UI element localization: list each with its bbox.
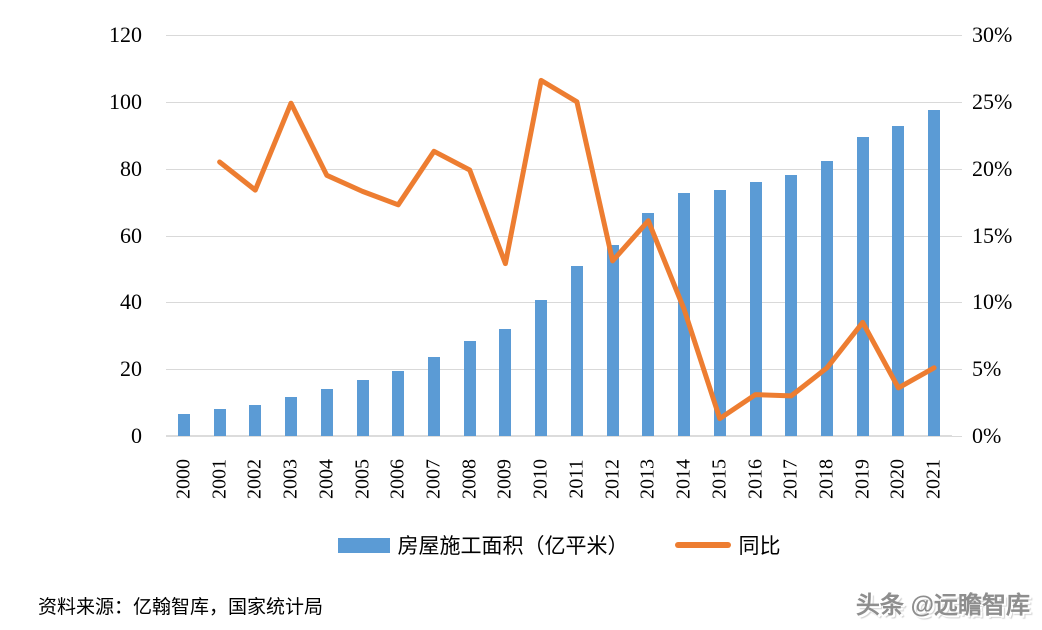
right-axis-tick [952,436,962,437]
x-axis-label-2005: 2005 [351,459,373,499]
right-axis-tick-label: 20% [972,155,1013,181]
left-axis-tick-label: 20 [120,356,142,382]
bar-2000 [177,413,190,436]
x-axis-label-2004: 2004 [315,459,338,499]
legend-item-bars: 房屋施工面积（亿平米） [337,530,629,560]
x-axis-label-2011: 2011 [565,459,588,499]
right-axis-tick [952,369,962,371]
gridline [166,435,952,437]
x-axis-label-2012: 2012 [601,459,624,499]
x-axis-label-2007: 2007 [422,459,445,499]
bar-2013 [642,213,655,436]
right-axis-tick-label: 0% [972,423,1002,448]
right-axis-tick [952,235,962,237]
bar-2006 [392,371,405,436]
right-axis-tick-label: 5% [972,356,1002,382]
x-axis-label-2006: 2006 [386,459,409,499]
bar-2001 [213,409,226,436]
bar-2004 [320,388,333,436]
gridline [166,101,952,103]
bar-2011 [570,266,583,436]
left-axis-tick-label: 120 [109,22,142,47]
bar-2017 [785,174,798,436]
watermark: 头条 @远瞻智库 [855,592,1030,619]
x-axis-label-2014: 2014 [672,459,695,499]
bar-2002 [249,404,262,436]
x-axis-label-2020: 2020 [886,459,909,499]
right-axis-tick [952,35,962,36]
bar-2012 [606,244,619,436]
bar-2020 [892,126,905,436]
x-axis-label-2008: 2008 [458,459,481,499]
x-axis-label-2009: 2009 [493,459,516,499]
gridline [166,369,952,371]
left-axis-tick-label: 100 [109,88,142,114]
x-axis-label-2003: 2003 [279,459,302,499]
x-axis-label-2021: 2021 [922,459,945,499]
left-axis-tick-label: 0 [131,423,142,448]
x-axis-label-2013: 2013 [636,459,659,499]
source-text: 资料来源：亿翰智库，国家统计局 [38,597,324,618]
right-y-axis: 30% 25% 20% 15% 10% 5% 0% [972,22,1042,448]
x-axis-label-2017: 2017 [779,459,802,499]
bar-2003 [285,396,298,436]
bar-2007 [427,357,440,436]
x-axis-label-2002: 2002 [243,459,266,499]
right-axis-tick-label: 10% [972,289,1013,315]
right-axis-tick-label: 25% [972,88,1013,114]
bar-2016 [749,182,762,436]
plot-area [166,35,952,437]
right-axis-tick-label: 30% [972,22,1013,47]
bar-2021 [928,110,941,436]
bar-2008 [463,341,476,436]
legend-bar-swatch-icon [337,537,390,553]
left-axis-tick-label: 80 [120,155,142,181]
left-y-axis: 120 100 80 60 40 20 0 [0,22,142,448]
bar-2009 [499,329,512,436]
bar-2015 [713,190,726,436]
x-axis-label-2019: 2019 [851,459,874,499]
yoy-line [217,77,937,422]
x-axis-label-2015: 2015 [708,459,731,499]
gridline [166,35,952,36]
x-axis-label-2010: 2010 [529,459,552,499]
x-axis-label-2000: 2000 [172,459,195,499]
x-axis-labels: 2000 2001 2002 2003 2004 2005 2006 2007 2008 2009… [166,440,952,518]
bar-2005 [356,380,369,436]
legend-line-swatch-icon [674,542,731,548]
bar-2019 [856,137,869,436]
gridline [166,302,952,304]
legend: 房屋施工面积（亿平米） 同比 [166,528,952,562]
right-axis-tick [952,302,962,304]
x-axis-label-2016: 2016 [744,459,766,499]
gridline [166,235,952,237]
legend-item-line: 同比 [674,530,781,560]
legend-bar-label: 房屋施工面积（亿平米） [397,534,629,558]
right-axis-tick [952,168,962,170]
left-axis-tick-label: 40 [120,289,142,315]
right-axis-tick [952,101,962,103]
x-axis-label-2001: 2001 [208,459,231,499]
legend-line-label: 同比 [738,534,781,558]
bar-2010 [535,300,548,436]
x-axis-label-2018: 2018 [815,459,838,499]
right-axis-tick-label: 15% [972,222,1013,248]
left-axis-tick-label: 60 [120,222,142,248]
gridline [166,168,952,170]
